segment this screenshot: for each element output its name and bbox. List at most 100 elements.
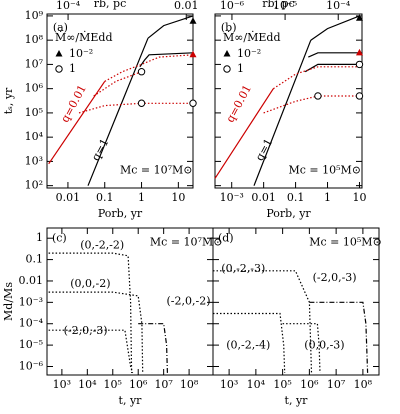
- x2-axis-label: rb, pc: [262, 0, 295, 10]
- circle-marker: [137, 68, 146, 76]
- x-axis-label: Porb, yr: [98, 207, 143, 220]
- annotation: (0,-2,-4): [226, 339, 270, 352]
- data-line: [213, 270, 313, 373]
- data-line: [138, 323, 168, 373]
- x2-axis-label: rb, pc: [94, 0, 127, 10]
- data-line: [78, 102, 193, 114]
- x-tick-label: 10: [171, 191, 185, 204]
- data-line: [87, 37, 149, 186]
- y-tick-label: 10⁶: [25, 82, 44, 95]
- y-tick-label: 10⁵: [25, 106, 43, 119]
- data-line: [272, 66, 360, 90]
- annotation: Mc = 10⁵M⊙: [309, 236, 382, 249]
- circle-marker: [314, 92, 322, 100]
- legend-label: 1: [69, 62, 76, 75]
- y-tick-label: 10⁹: [25, 9, 44, 22]
- data-line: [48, 291, 144, 373]
- y-axis-label: tₛ, yr: [2, 87, 15, 114]
- triangle-marker: [355, 14, 363, 21]
- data-line: [104, 54, 194, 82]
- x2-tick-label: 10⁻⁶: [220, 0, 245, 12]
- data-line: [304, 63, 360, 73]
- data-line: [310, 15, 360, 41]
- y-tick-label: 10⁴: [25, 130, 44, 143]
- x-tick-label: 10: [352, 191, 366, 204]
- x-tick-label: 10⁸: [354, 378, 373, 391]
- x-tick-label: 10⁻³: [220, 191, 244, 204]
- triangle-marker: [189, 17, 197, 24]
- legend-marker: [55, 50, 63, 57]
- x2-tick-label: 0.01: [174, 0, 199, 12]
- data-line: [214, 88, 274, 179]
- y-tick-label: 10⁻⁴: [19, 317, 44, 330]
- legend-label: 10⁻²: [69, 47, 93, 60]
- data-line: [139, 52, 194, 68]
- annotation: Mc = 10⁷M⊙: [120, 164, 193, 177]
- x-tick-label: 10⁷: [327, 378, 346, 391]
- annotation: (d): [218, 231, 234, 244]
- legend-marker: [223, 65, 231, 73]
- x-tick-label: 1: [138, 191, 145, 204]
- x-tick-label: 1: [324, 191, 331, 204]
- y-tick-label: 10⁸: [25, 33, 44, 46]
- x-tick-label: 10⁶: [129, 378, 148, 391]
- x-axis-label: Porb, yr: [266, 207, 311, 220]
- data-line: [282, 323, 321, 373]
- y-axis-label: Md/Ms: [2, 282, 15, 321]
- data-line: [93, 71, 142, 97]
- annotation: Mc = 10⁵M⊙: [289, 164, 362, 177]
- annotation: (a): [53, 21, 68, 34]
- x2-tick-label: 10⁻⁴: [326, 0, 351, 12]
- legend-marker: [223, 50, 231, 57]
- data-line: [147, 15, 194, 39]
- data-line: [253, 39, 312, 186]
- annotation: (0,0,-3): [304, 339, 344, 352]
- plot-frame: [212, 227, 380, 376]
- annotation: (0,-2,-3): [221, 262, 265, 275]
- data-line: [213, 312, 286, 373]
- x-tick-label: 10³: [220, 378, 238, 391]
- y-tick-label: 1: [36, 231, 43, 244]
- annotation: (0,0,-2): [70, 277, 110, 290]
- circle-marker: [355, 60, 364, 69]
- annotation: Mc = 10⁷M⊙: [150, 236, 223, 249]
- annotation: q=0.01: [224, 83, 255, 125]
- x-axis-label: t, yr: [285, 394, 309, 407]
- circle-marker: [137, 99, 146, 107]
- x-tick-label: 10⁶: [300, 378, 319, 391]
- legend-title: Ṁ∞/ṀEdd: [223, 30, 281, 44]
- annotation: (-2,0,-3): [313, 271, 357, 284]
- x2-tick-label: 10⁻⁵: [273, 0, 297, 12]
- y-tick-label: 10³: [25, 154, 43, 167]
- x-tick-label: 10⁸: [180, 378, 199, 391]
- y-tick-label: 0.01: [19, 274, 44, 287]
- legend-label: 1: [237, 62, 244, 75]
- data-line: [48, 81, 106, 165]
- x-tick-label: 10⁵: [104, 378, 122, 391]
- annotation: (b): [221, 21, 237, 34]
- y-tick-label: 10²: [25, 179, 43, 192]
- data-line: [48, 329, 134, 374]
- data-line: [308, 52, 360, 58]
- y-tick-label: 10⁻³: [19, 295, 43, 308]
- y-tick-label: 10⁻⁵: [19, 338, 43, 351]
- annotation: (-2,0,-2): [167, 295, 211, 308]
- annotation: (-2,0,-3): [64, 324, 108, 337]
- x-tick-label: 0.01: [251, 191, 276, 204]
- annotation: q=1: [89, 136, 111, 163]
- x-tick-label: 0.1: [96, 191, 114, 204]
- y-tick-label: 10⁷: [25, 57, 44, 70]
- annotation: (c): [52, 231, 67, 244]
- x-tick-label: 10³: [53, 378, 71, 391]
- x2-tick-label: 10⁻⁴: [56, 0, 81, 12]
- triangle-marker: [355, 48, 363, 56]
- annotation: q=0.01: [58, 83, 89, 125]
- x-tick-label: 10⁵: [273, 378, 291, 391]
- annotation: (0,-2,-2): [80, 239, 124, 252]
- x-tick-label: 10⁴: [78, 378, 97, 391]
- legend-title: Ṁ∞/ṀEdd: [55, 30, 113, 44]
- x-axis-label: t, yr: [119, 394, 143, 407]
- x-tick-label: 0.1: [287, 191, 305, 204]
- circle-marker: [189, 99, 197, 107]
- x-tick-label: 0.01: [56, 191, 81, 204]
